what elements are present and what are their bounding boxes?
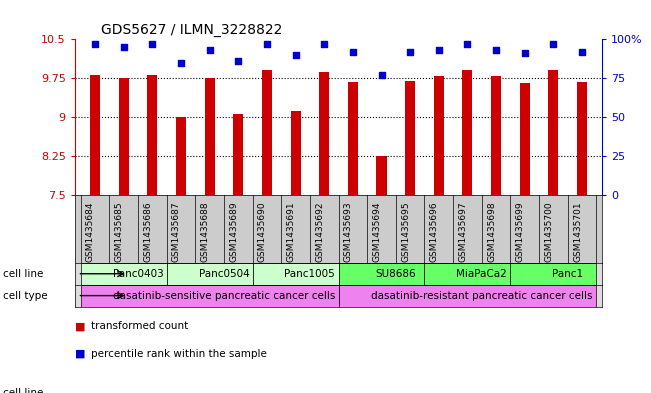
Bar xyxy=(90,75,100,195)
Bar xyxy=(233,114,243,195)
Text: GSM1435694: GSM1435694 xyxy=(372,202,381,262)
Point xyxy=(176,59,186,66)
Text: GSM1435690: GSM1435690 xyxy=(258,202,267,262)
Text: GSM1435698: GSM1435698 xyxy=(487,202,496,262)
Text: GSM1435692: GSM1435692 xyxy=(315,202,324,262)
Text: GSM1435701: GSM1435701 xyxy=(573,202,582,262)
FancyBboxPatch shape xyxy=(81,263,167,285)
Bar xyxy=(434,76,444,195)
Bar xyxy=(204,78,215,195)
Text: Panc0403: Panc0403 xyxy=(113,269,163,279)
Bar xyxy=(577,82,587,195)
Point xyxy=(90,41,100,47)
Text: ■: ■ xyxy=(75,349,85,359)
Bar xyxy=(118,78,129,195)
Point xyxy=(491,47,501,53)
Point xyxy=(290,52,301,58)
FancyBboxPatch shape xyxy=(339,263,424,285)
Text: GSM1435689: GSM1435689 xyxy=(229,202,238,262)
FancyBboxPatch shape xyxy=(339,285,596,307)
Bar xyxy=(491,76,501,195)
Text: GSM1435700: GSM1435700 xyxy=(544,202,553,262)
FancyBboxPatch shape xyxy=(424,263,510,285)
Point xyxy=(548,41,559,47)
Text: cell line: cell line xyxy=(3,388,44,393)
Text: GSM1435691: GSM1435691 xyxy=(286,202,296,262)
Point xyxy=(262,41,272,47)
Text: Panc1: Panc1 xyxy=(552,269,583,279)
Point xyxy=(405,49,415,55)
Text: GSM1435685: GSM1435685 xyxy=(115,202,124,262)
Point xyxy=(348,49,358,55)
Text: percentile rank within the sample: percentile rank within the sample xyxy=(91,349,267,359)
Text: dasatinib-sensitive pancreatic cancer cells: dasatinib-sensitive pancreatic cancer ce… xyxy=(113,290,335,301)
Point xyxy=(434,47,444,53)
FancyBboxPatch shape xyxy=(510,263,596,285)
Text: GSM1435695: GSM1435695 xyxy=(401,202,410,262)
Point xyxy=(462,41,473,47)
Bar xyxy=(462,70,473,195)
Point xyxy=(519,50,530,57)
Text: transformed count: transformed count xyxy=(91,321,188,331)
Text: GSM1435687: GSM1435687 xyxy=(172,202,181,262)
Text: Panc1005: Panc1005 xyxy=(284,269,335,279)
Text: GSM1435684: GSM1435684 xyxy=(86,202,95,262)
Bar xyxy=(405,81,415,195)
Bar xyxy=(147,75,158,195)
Text: GSM1435696: GSM1435696 xyxy=(430,202,439,262)
Text: cell type: cell type xyxy=(3,290,48,301)
Text: GSM1435693: GSM1435693 xyxy=(344,202,353,262)
Point xyxy=(376,72,387,78)
FancyBboxPatch shape xyxy=(81,285,339,307)
Text: Panc0504: Panc0504 xyxy=(199,269,249,279)
Text: GSM1435686: GSM1435686 xyxy=(143,202,152,262)
Bar xyxy=(176,117,186,195)
FancyBboxPatch shape xyxy=(253,263,339,285)
Bar xyxy=(348,82,358,195)
Point xyxy=(204,47,215,53)
Bar xyxy=(290,111,301,195)
Point xyxy=(118,44,129,50)
Bar xyxy=(548,70,559,195)
Point xyxy=(147,41,158,47)
Text: GDS5627 / ILMN_3228822: GDS5627 / ILMN_3228822 xyxy=(102,23,283,37)
Bar xyxy=(262,70,272,195)
Text: GSM1435688: GSM1435688 xyxy=(201,202,210,262)
Text: GSM1435697: GSM1435697 xyxy=(458,202,467,262)
Bar xyxy=(319,72,329,195)
Text: SU8686: SU8686 xyxy=(376,269,416,279)
Text: ■: ■ xyxy=(75,321,85,331)
Bar xyxy=(519,83,530,195)
Text: dasatinib-resistant pancreatic cancer cells: dasatinib-resistant pancreatic cancer ce… xyxy=(371,290,592,301)
Text: GSM1435699: GSM1435699 xyxy=(516,202,525,262)
Point xyxy=(577,49,587,55)
FancyBboxPatch shape xyxy=(167,263,253,285)
Text: MiaPaCa2: MiaPaCa2 xyxy=(456,269,507,279)
Text: cell line: cell line xyxy=(3,269,44,279)
Point xyxy=(319,41,329,47)
Point xyxy=(233,58,243,64)
Bar xyxy=(376,156,387,195)
